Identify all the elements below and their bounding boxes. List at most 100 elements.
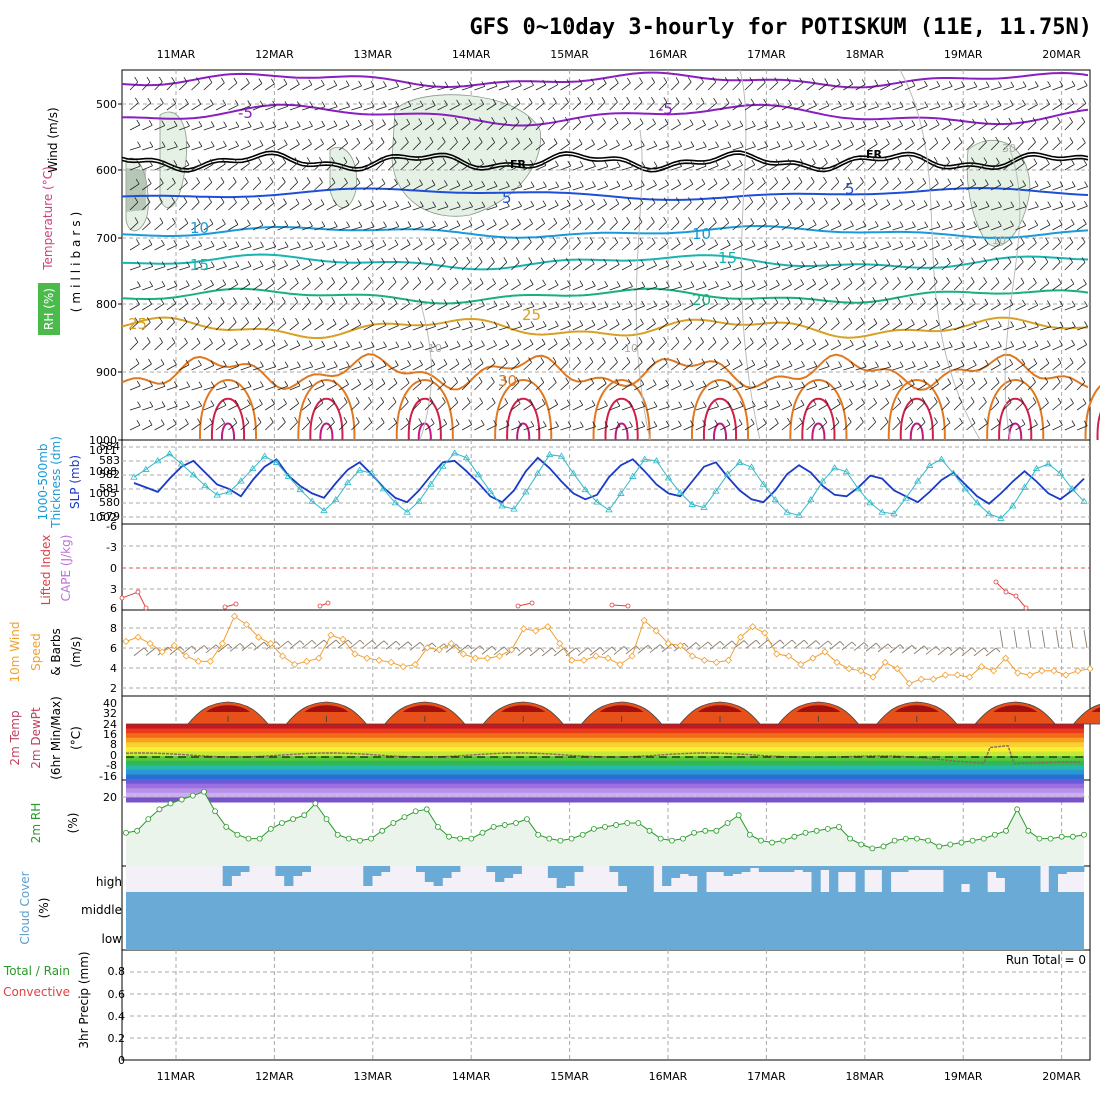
wind-barb-flag [653, 260, 657, 266]
wind-barb-flag [271, 398, 275, 405]
wind-barb-flag [504, 278, 509, 285]
slp-point [581, 485, 589, 493]
wind-barb [634, 145, 645, 151]
slp-point [237, 477, 245, 484]
wind-barb [781, 245, 793, 251]
cloud-high-bar [609, 866, 619, 872]
ylabel-slp: SLP (mb) [68, 455, 82, 509]
wind-barb-flag [1009, 418, 1013, 425]
wind-barb-flag [616, 281, 621, 287]
temp-band [126, 728, 1084, 734]
wind10-point [1026, 671, 1034, 679]
wind-barb-flag [529, 398, 534, 405]
wind-barb-flag [577, 236, 581, 243]
cloud-high-bar [222, 866, 232, 886]
upper-ylabels: Wind (m/s) Temperature (°C) (millibars) … [38, 107, 83, 335]
wind-barb-flag [924, 80, 928, 87]
wind-barb-flag [628, 259, 633, 265]
wind-barb-flag [616, 421, 621, 427]
wind-barb-flag [431, 100, 436, 106]
wind-barb [252, 422, 262, 431]
cloud-high-bar [864, 866, 874, 870]
wind-barb-flag [468, 220, 473, 226]
wind-barb [978, 262, 987, 271]
wind-barb [154, 322, 163, 331]
wind-barb-flag [727, 261, 732, 267]
wind-barb [363, 161, 372, 171]
wind-barb [474, 122, 483, 131]
wind-barb-flag [148, 120, 153, 126]
wind-barb [326, 282, 335, 291]
wind-barb-flag [750, 218, 755, 224]
wind-barb [609, 264, 620, 271]
wind-barb-flag [838, 121, 842, 127]
wind10-point [399, 663, 407, 671]
slp-point [142, 465, 150, 472]
wind-barb-flag [629, 421, 633, 427]
wind-barb-flag [812, 219, 817, 226]
wind10-barb-flag [851, 641, 857, 647]
wind-barb [461, 185, 473, 191]
t-tick-m8: -8 [106, 759, 117, 772]
temp-band [126, 760, 1084, 766]
wind-barb-flag [209, 159, 214, 165]
wind-barb-flag [936, 80, 941, 87]
wind-barb-flag [444, 321, 449, 327]
wind-barb [560, 285, 571, 291]
wind-barb [289, 301, 298, 311]
wind-barb [351, 365, 362, 371]
wind-barb-flag [922, 297, 926, 303]
wind-barb-flag [418, 298, 423, 305]
wind-barb [437, 86, 449, 91]
wind-barb-flag [614, 356, 618, 363]
wind-barb [757, 284, 768, 291]
wind-barb [1003, 225, 1014, 231]
wind-barb-flag [847, 296, 852, 303]
wind-barb-flag [542, 200, 547, 206]
wind10-barb [865, 642, 877, 652]
wind-barb [880, 204, 891, 211]
bottom-date-15mar: 15MAR [550, 1070, 589, 1083]
wind-barb [609, 383, 620, 391]
wind-barb-flag [208, 77, 213, 83]
wind-barb-flag [1022, 299, 1026, 306]
wind-barb-flag [321, 120, 326, 127]
wind-barb-flag [763, 159, 768, 165]
wind-barb-flag [995, 277, 1000, 283]
wind-barb [1015, 261, 1024, 271]
wind-barb [904, 245, 916, 251]
slp-point [450, 449, 459, 456]
wind-barb-flag [1057, 237, 1061, 243]
wind-barb [867, 282, 877, 291]
wind-barb-flag [333, 379, 337, 386]
wind-barb [929, 365, 940, 371]
wind-barb [523, 425, 535, 431]
li-tick-0: 0 [110, 562, 117, 575]
wind-barb [867, 301, 876, 311]
wind-barb-flag [443, 418, 448, 425]
wind-barb [498, 381, 507, 391]
w10-tick-4: 4 [110, 662, 117, 675]
wind-barb-flag [811, 317, 815, 323]
wind-barb-flag [788, 279, 792, 285]
wind-barb-flag [478, 376, 483, 383]
wind-barb [461, 381, 471, 391]
wind-barb-flag [159, 178, 164, 184]
rh2m-point [691, 829, 698, 836]
wind-barb [584, 222, 594, 231]
wind-barb-flag [1008, 117, 1013, 124]
wind-barb [843, 162, 852, 171]
wind-barb-flag [480, 219, 485, 226]
slp-point [771, 496, 779, 503]
wind-barb [449, 122, 459, 131]
wind-barb-flag [419, 201, 424, 207]
wind-barb [1040, 345, 1051, 351]
wind-barb [855, 246, 867, 251]
wind-barb [720, 102, 730, 111]
wind10-point [544, 623, 552, 631]
contour-40-cell [811, 422, 826, 441]
wind-barb [498, 85, 510, 91]
t-tick-24: 24 [103, 718, 117, 731]
wind-barb-flag [712, 317, 717, 323]
wind-barb-flag [639, 197, 644, 204]
